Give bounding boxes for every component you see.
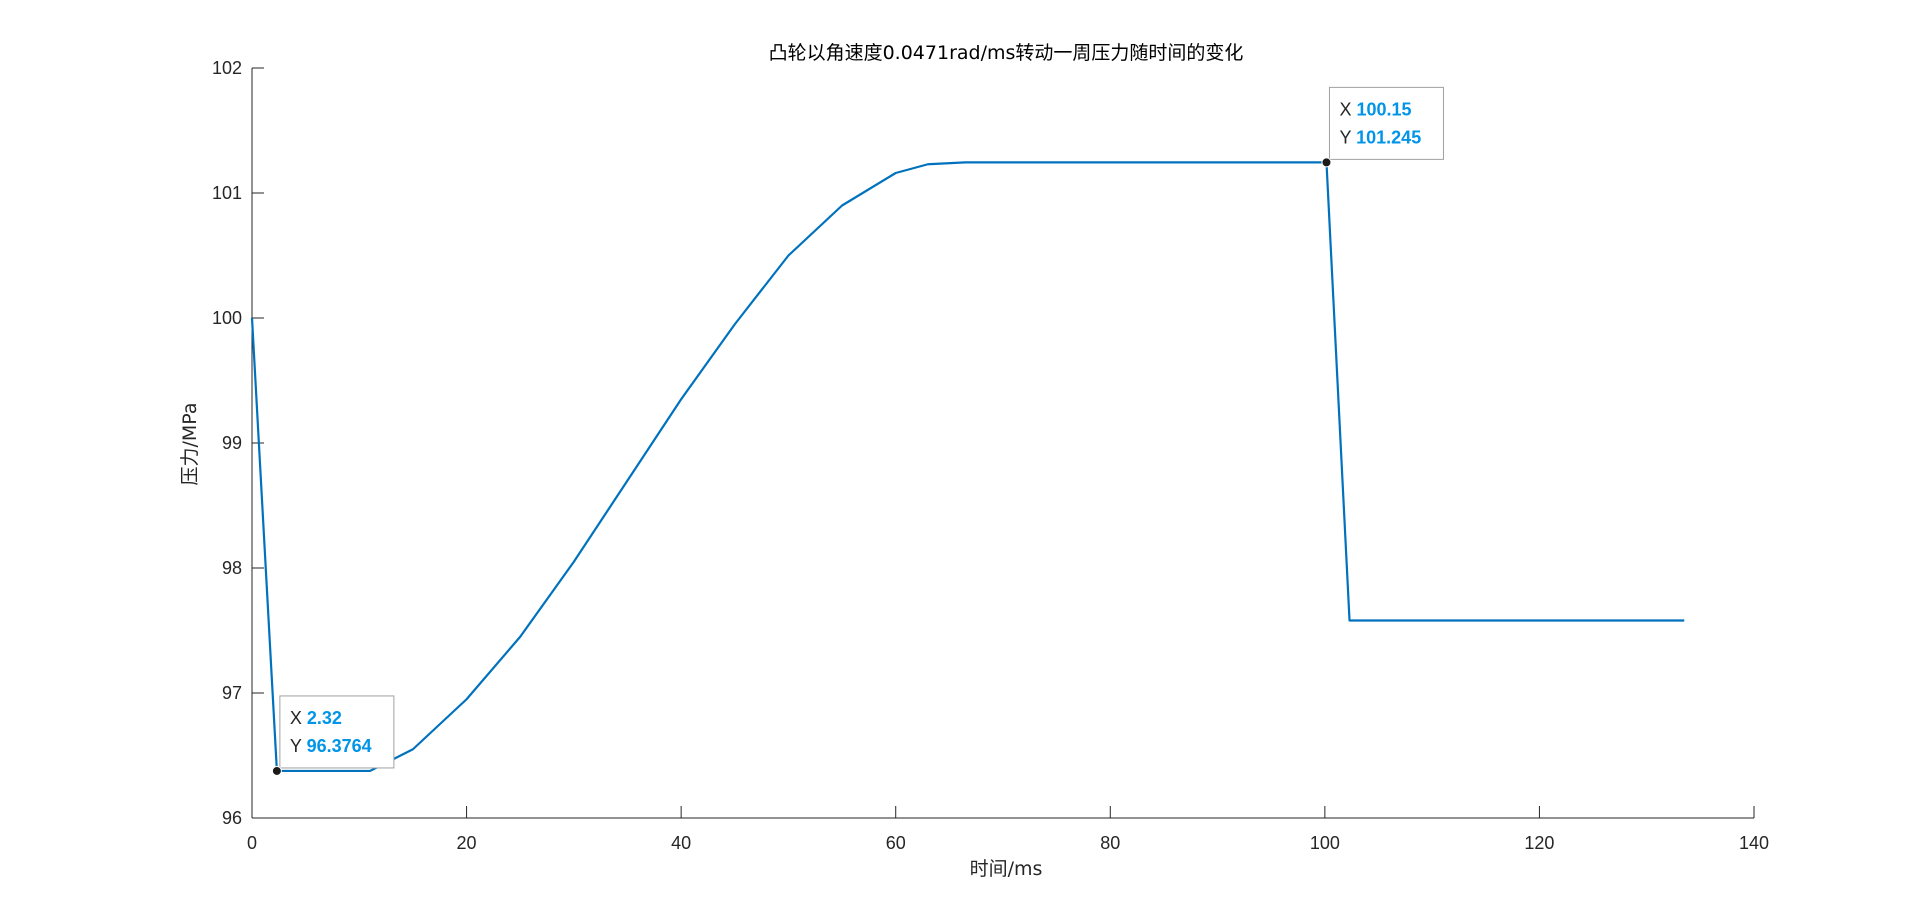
x-tick-label: 40 bbox=[671, 833, 691, 853]
datatip[interactable]: X 2.32Y 96.3764 bbox=[271, 695, 395, 776]
series-layer bbox=[250, 161, 1685, 773]
y-tick-label: 97 bbox=[222, 683, 242, 703]
chart-title: 凸轮以角速度0.0471rad/ms转动一周压力随时间的变化 bbox=[769, 42, 1244, 64]
datatip[interactable]: X 100.15Y 101.245 bbox=[1321, 86, 1444, 168]
datatip-x-value: 2.32 bbox=[307, 708, 342, 728]
axes: 0 20 40 60 80 100 120 140 96 97 98 99 100 101 102 bbox=[212, 58, 1769, 853]
y-tick-label: 100 bbox=[212, 308, 242, 328]
datatip-y-row: Y 101.245 bbox=[1339, 127, 1421, 147]
datatip-marker[interactable] bbox=[1321, 157, 1332, 168]
x-tick-label: 100 bbox=[1310, 833, 1340, 853]
x-tick-label: 120 bbox=[1524, 833, 1554, 853]
datatip-box bbox=[279, 695, 395, 769]
x-tick-label: 0 bbox=[247, 833, 257, 853]
datatip-y-key: Y bbox=[1339, 127, 1356, 147]
datatip-y-row: Y 96.3764 bbox=[290, 736, 372, 756]
y-tick-label: 102 bbox=[212, 58, 242, 78]
x-tick-label: 80 bbox=[1100, 833, 1120, 853]
x-tick-label: 140 bbox=[1739, 833, 1769, 853]
datatip-box bbox=[1328, 86, 1444, 160]
datatip-y-value: 96.3764 bbox=[307, 736, 372, 756]
y-axis-title: 压力/MPa bbox=[179, 402, 201, 485]
y-tick-label: 101 bbox=[212, 183, 242, 203]
x-tick-label: 20 bbox=[457, 833, 477, 853]
y-tick-label: 98 bbox=[222, 558, 242, 578]
datatip-y-value: 101.245 bbox=[1356, 127, 1421, 147]
datatip-x-row: X 100.15 bbox=[1339, 99, 1411, 119]
datatip-x-value: 100.15 bbox=[1356, 99, 1411, 119]
datatip-marker[interactable] bbox=[271, 765, 282, 776]
x-tick-label: 60 bbox=[886, 833, 906, 853]
y-tick-label: 99 bbox=[222, 433, 242, 453]
datatip-x-key: X bbox=[290, 708, 307, 728]
series-line bbox=[250, 161, 1685, 773]
y-tick-label: 96 bbox=[222, 808, 242, 828]
datatip-y-key: Y bbox=[290, 736, 307, 756]
datatip-x-row: X 2.32 bbox=[290, 708, 342, 728]
x-axis-title: 时间/ms bbox=[970, 858, 1043, 880]
datatip-x-key: X bbox=[1339, 99, 1356, 119]
